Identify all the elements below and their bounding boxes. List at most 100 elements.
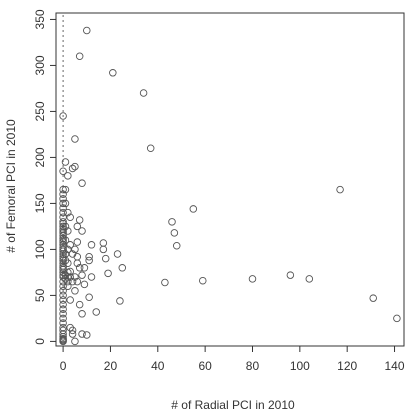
data-point bbox=[59, 323, 67, 332]
data-point bbox=[78, 330, 86, 338]
y-tick-label: 0 bbox=[33, 338, 47, 345]
data-point bbox=[99, 245, 108, 254]
x-tick-label: 80 bbox=[246, 359, 260, 373]
data-point bbox=[64, 259, 72, 267]
data-point bbox=[80, 264, 89, 272]
data-point bbox=[80, 280, 89, 289]
x-tick-label: 60 bbox=[198, 359, 212, 373]
data-point bbox=[59, 218, 67, 226]
x-tick-label: 20 bbox=[104, 359, 118, 373]
data-point bbox=[61, 236, 70, 244]
data-point bbox=[248, 275, 257, 283]
data-point bbox=[64, 282, 72, 290]
x-tick-label: 100 bbox=[290, 359, 310, 373]
data-point bbox=[73, 277, 82, 286]
x-axis-label: # of Radial PCI in 2010 bbox=[171, 398, 295, 412]
data-point bbox=[59, 213, 67, 221]
data-point bbox=[118, 264, 127, 272]
data-point bbox=[59, 305, 67, 313]
x-tick-label: 0 bbox=[60, 359, 67, 373]
data-point bbox=[139, 89, 148, 97]
data-point bbox=[59, 222, 67, 231]
x-tick-label: 120 bbox=[337, 359, 357, 373]
data-point bbox=[78, 310, 86, 318]
data-point bbox=[71, 337, 79, 346]
data-point bbox=[75, 264, 84, 272]
y-tick-label: 150 bbox=[33, 193, 47, 213]
data-point bbox=[59, 190, 67, 198]
data-point bbox=[59, 199, 67, 208]
x-tick-label: 140 bbox=[385, 359, 405, 373]
data-point bbox=[71, 162, 79, 171]
data-point bbox=[161, 278, 169, 287]
data-point bbox=[92, 308, 100, 316]
data-point bbox=[61, 250, 70, 258]
data-point bbox=[78, 271, 86, 279]
data-point bbox=[59, 245, 67, 254]
x-tick-label: 40 bbox=[151, 359, 165, 373]
y-tick-label: 200 bbox=[33, 147, 47, 167]
data-point bbox=[113, 250, 122, 258]
data-point bbox=[66, 241, 74, 249]
data-point bbox=[59, 334, 67, 343]
data-point bbox=[68, 330, 77, 338]
data-point bbox=[59, 314, 67, 323]
data-point bbox=[61, 222, 70, 231]
data-point bbox=[64, 172, 72, 180]
data-point bbox=[59, 310, 67, 318]
data-point bbox=[168, 218, 176, 226]
data-point bbox=[68, 164, 77, 173]
data-point bbox=[75, 216, 84, 224]
data-point bbox=[286, 271, 295, 279]
data-point bbox=[189, 205, 198, 213]
data-point bbox=[64, 277, 72, 286]
data-point bbox=[59, 185, 67, 194]
data-point bbox=[59, 300, 67, 309]
data-point bbox=[66, 296, 74, 304]
data-point bbox=[59, 282, 67, 290]
data-point bbox=[336, 185, 344, 194]
data-point bbox=[59, 326, 67, 335]
data-point bbox=[85, 253, 93, 261]
data-point bbox=[59, 236, 67, 244]
data-point bbox=[59, 195, 67, 203]
y-axis-label: # of Femoral PCI in 2010 bbox=[4, 119, 18, 253]
y-tick-label: 50 bbox=[33, 288, 47, 302]
data-point bbox=[68, 277, 77, 286]
data-point bbox=[66, 213, 74, 221]
data-point bbox=[83, 331, 91, 339]
data-point bbox=[61, 185, 70, 194]
y-tick-label: 350 bbox=[33, 9, 47, 29]
data-point bbox=[146, 144, 155, 152]
data-point bbox=[59, 319, 67, 327]
data-point bbox=[73, 253, 82, 261]
data-point bbox=[66, 267, 74, 276]
data-point bbox=[59, 287, 67, 295]
data-point bbox=[71, 245, 79, 254]
data-point bbox=[199, 276, 207, 285]
data-point bbox=[87, 241, 96, 249]
data-point bbox=[59, 264, 67, 272]
data-point bbox=[109, 69, 117, 77]
data-point bbox=[83, 26, 91, 35]
data-point bbox=[73, 238, 82, 246]
data-point bbox=[172, 241, 181, 250]
data-point bbox=[59, 296, 67, 304]
data-point bbox=[78, 227, 86, 235]
data-point bbox=[59, 112, 67, 120]
y-tick-label: 250 bbox=[33, 101, 47, 121]
data-point bbox=[66, 273, 74, 281]
y-tick-label: 300 bbox=[33, 55, 47, 75]
data-point bbox=[71, 135, 79, 143]
plot-frame bbox=[55, 12, 405, 347]
data-point bbox=[59, 227, 67, 235]
data-point bbox=[59, 208, 67, 217]
data-point bbox=[59, 243, 67, 252]
data-point bbox=[68, 326, 77, 335]
data-point bbox=[64, 227, 72, 235]
data-point bbox=[59, 273, 67, 281]
data-point bbox=[71, 287, 79, 295]
data-point bbox=[59, 234, 67, 243]
data-point bbox=[71, 273, 79, 281]
